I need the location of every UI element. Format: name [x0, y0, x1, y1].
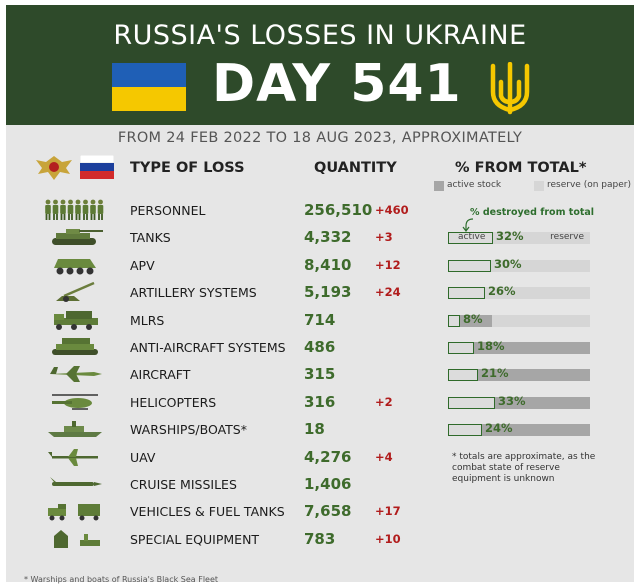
row-name: CRUISE MISSILES	[130, 477, 237, 492]
percent-bar	[448, 314, 590, 327]
warship-icon	[44, 418, 106, 438]
legend-reserve: reserve (on paper)	[547, 180, 631, 190]
percent-bar	[448, 287, 590, 300]
tank-icon	[44, 226, 106, 246]
row-quantity: 4,276	[304, 447, 352, 466]
percent-value: 8%	[463, 311, 483, 326]
special-equipment-icon	[44, 528, 106, 548]
percent-value: 33%	[498, 393, 526, 408]
percent-value: 30%	[494, 256, 522, 271]
percent-bar	[448, 259, 590, 272]
aircraft-icon	[44, 363, 106, 383]
cruise-missile-icon	[44, 473, 106, 493]
column-percent: % FROM TOTAL*	[455, 160, 587, 176]
column-type: TYPE OF LOSS	[130, 160, 245, 176]
bar-active-text: active	[458, 232, 486, 243]
row-increase: +24	[375, 285, 401, 300]
bar-destroyed-fill	[448, 424, 482, 437]
row-increase: +12	[375, 257, 401, 272]
row-quantity: 1,406	[304, 475, 352, 493]
row-name: UAV	[130, 449, 156, 465]
helicopter-icon	[44, 391, 106, 411]
legend-active: active stock	[447, 180, 502, 190]
apv-icon	[44, 254, 106, 275]
row-name: SPECIAL EQUIPMENT	[130, 531, 260, 547]
bar-destroyed-fill	[448, 314, 460, 327]
header-banner	[6, 5, 634, 125]
percent-bar	[448, 396, 590, 409]
row-increase: +4	[375, 449, 393, 464]
bar-active-fill	[448, 342, 590, 354]
page-title: RUSSIA'S LOSSES IN UKRAINE	[113, 20, 527, 51]
percent-value: 24%	[485, 421, 513, 436]
russian-flag-icon	[80, 155, 114, 179]
row-name: ANTI-AIRCRAFT SYSTEMS	[130, 340, 286, 355]
bar-destroyed-fill	[448, 342, 474, 354]
row-name: HELICOPTERS	[130, 394, 217, 410]
row-quantity: 315	[304, 365, 336, 384]
bar-destroyed-fill	[448, 287, 485, 300]
vehicles-icon	[44, 500, 106, 521]
row-quantity: 316	[304, 392, 336, 411]
soldiers-icon	[44, 199, 106, 220]
russian-emblem-icon	[36, 156, 72, 180]
legend-reserve-swatch	[534, 181, 544, 191]
percent-value: 26%	[488, 284, 516, 299]
row-name: WARSHIPS/BOATS*	[130, 422, 247, 438]
bar-active-fill	[448, 424, 590, 437]
totals-note: * totals are approximate, as the combat …	[452, 452, 596, 484]
row-name: ARTILLERY SYSTEMS	[130, 285, 257, 301]
percent-bar	[448, 369, 590, 382]
bar-reserve-text: reserve	[550, 232, 584, 243]
row-increase: +2	[375, 394, 393, 409]
row-increase: +17	[375, 504, 401, 519]
percent-bar	[448, 424, 590, 437]
legend-active-swatch	[434, 181, 444, 191]
percent-bar: active reserve	[448, 232, 590, 245]
row-increase: +3	[375, 230, 393, 245]
bar-destroyed-fill	[448, 259, 491, 272]
row-quantity: 486	[304, 338, 336, 356]
trident-icon	[490, 62, 530, 115]
row-quantity: 5,193	[304, 283, 352, 302]
row-name: AIRCRAFT	[130, 367, 191, 383]
bar-destroyed-fill	[448, 232, 493, 245]
ukraine-flag-icon	[112, 63, 186, 111]
mlrs-icon	[44, 309, 106, 330]
percent-value: 32%	[496, 229, 524, 244]
row-quantity: 4,332	[304, 228, 352, 247]
row-quantity: 714	[304, 310, 336, 329]
row-increase: +10	[375, 531, 401, 546]
percent-bar	[448, 342, 590, 354]
bar-destroyed-fill	[448, 396, 495, 409]
column-quantity: QUANTITY	[314, 160, 397, 176]
row-quantity: 18	[304, 420, 325, 439]
artillery-icon	[44, 281, 106, 303]
footnote: * Warships and boats of Russia's Black S…	[24, 575, 219, 584]
date-range: FROM 24 FEB 2022 TO 18 AUG 2023, APPROXI…	[117, 130, 523, 146]
row-name: APV	[130, 257, 155, 273]
row-quantity: 783	[304, 529, 336, 548]
bar-destroyed-fill	[448, 369, 478, 382]
row-name: TANKS	[130, 230, 171, 246]
row-quantity: 8,410	[304, 255, 352, 274]
row-name: MLRS	[130, 312, 165, 328]
percent-value: 21%	[481, 366, 509, 381]
uav-icon	[44, 446, 106, 466]
day-counter: DAY 541	[212, 54, 462, 114]
percent-value: 18%	[477, 339, 505, 353]
row-name: PERSONNEL	[130, 203, 206, 218]
row-name: VEHICLES & FUEL TANKS	[130, 504, 285, 520]
destroyed-label: % destroyed from total	[470, 207, 595, 218]
row-increase: +460	[375, 203, 409, 217]
bar-active-fill	[448, 369, 590, 382]
row-quantity: 7,658	[304, 502, 352, 521]
arrow-down-icon	[462, 218, 474, 232]
anti-aircraft-icon	[44, 336, 106, 356]
row-quantity: 256,510	[304, 201, 373, 219]
